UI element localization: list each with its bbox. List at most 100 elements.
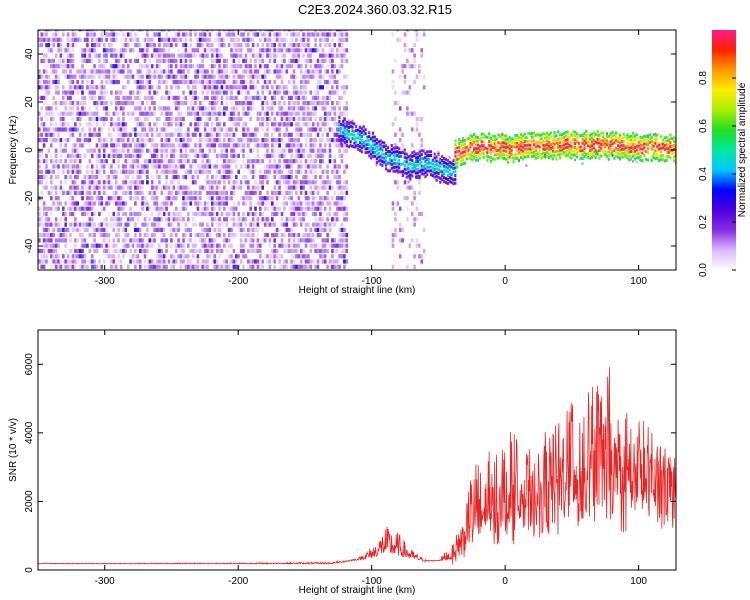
spectrogram-cell — [343, 217, 346, 222]
spectrogram-cell — [105, 243, 108, 248]
spectrogram-cell — [278, 43, 281, 48]
spectrogram-cell — [297, 64, 301, 69]
spectrogram-cell — [254, 143, 257, 148]
spectrogram-cell — [256, 227, 260, 232]
spectrogram-cell — [316, 233, 320, 238]
spectrogram-cell — [150, 43, 154, 48]
spectrogram-cell — [268, 58, 272, 63]
spectrogram-cell — [326, 111, 329, 116]
spectrogram-cell — [215, 79, 219, 85]
spectrogram-cell — [256, 264, 260, 269]
spectrogram-cell — [189, 132, 192, 137]
spectrogram-cell — [394, 217, 397, 222]
spectrogram-cell — [129, 30, 132, 32]
spectrogram-cell — [280, 116, 284, 122]
spectrogram-cell — [256, 243, 260, 248]
spectrogram-cell — [319, 227, 322, 232]
spectrogram-cell — [343, 211, 346, 217]
spectrogram-cell — [441, 174, 444, 178]
spectrogram-cell — [254, 58, 257, 63]
spectrogram-cell — [268, 164, 272, 169]
spectrogram-cell — [338, 101, 341, 106]
spectrogram-cell — [167, 201, 171, 206]
spectrogram-cell — [403, 43, 407, 48]
spectrogram-cell — [343, 125, 347, 129]
spectrogram-cell — [414, 175, 418, 179]
spectrogram-cell — [353, 122, 356, 126]
spectrogram-cell — [177, 53, 180, 58]
spectrogram-cell — [406, 164, 409, 169]
spectrogram-cell — [62, 122, 65, 127]
spectrogram-cell — [398, 147, 401, 151]
spectrogram-cell — [203, 32, 207, 37]
spectrogram-cell — [143, 85, 147, 90]
spectrogram-cell — [194, 30, 197, 32]
spectrogram-cell — [309, 58, 313, 63]
spectrogram-cell — [45, 159, 48, 164]
spectrogram-cell — [418, 132, 421, 137]
spectrogram-cell — [100, 143, 104, 148]
spectrogram-cell — [326, 201, 329, 206]
spectrogram-cell — [338, 64, 341, 69]
spectrogram-cell — [45, 185, 48, 190]
spectrogram-cell — [50, 116, 53, 122]
spectrogram-cell — [187, 227, 190, 232]
spectrogram-cell — [304, 222, 308, 227]
spectrogram-cell — [547, 156, 551, 160]
spectrogram-cell — [551, 141, 554, 145]
spectrogram-cell — [50, 122, 53, 127]
spectrogram-cell — [112, 190, 116, 195]
spectrogram-cell — [314, 227, 317, 232]
spectrogram-cell — [184, 101, 188, 106]
spectrogram-cell — [88, 69, 92, 74]
spectrogram-cell — [273, 222, 276, 227]
spectrogram-cell — [50, 180, 53, 185]
spectrogram-cell — [331, 185, 334, 190]
spectrogram-cell — [607, 134, 610, 138]
spectrogram-cell — [261, 159, 264, 164]
spectrogram-cell — [381, 163, 384, 167]
spectrogram-cell — [50, 138, 53, 143]
spectrogram-cell — [136, 159, 140, 164]
spectrogram-cell — [170, 264, 173, 269]
spectrogram-cell — [148, 30, 152, 32]
spectrogram-cell — [302, 101, 305, 106]
spectrogram-cell — [131, 153, 135, 158]
spectrogram-cell — [155, 254, 159, 259]
spectrogram-cell — [256, 143, 260, 148]
spectrogram-cell — [74, 143, 77, 148]
spectrogram-cell — [119, 264, 123, 269]
spectrogram-cell — [203, 206, 207, 211]
spectrogram-cell — [122, 164, 125, 169]
spectrogram-cell — [278, 180, 281, 185]
spectrogram-cell — [482, 143, 485, 147]
spectrogram-cell — [338, 254, 341, 259]
spectrogram-cell — [290, 190, 293, 195]
spectrogram-cell — [553, 131, 556, 135]
spectrogram-cell — [107, 69, 111, 74]
spectrogram-cell — [225, 64, 228, 69]
spectrogram-cell — [297, 153, 301, 158]
spectrogram-cell — [439, 176, 442, 180]
spectrogram-cell — [326, 32, 329, 37]
spectrogram-cell — [285, 122, 289, 127]
spectrogram-cell — [446, 174, 449, 178]
spectrogram-cell — [273, 43, 276, 48]
spectrogram-cell — [211, 58, 214, 63]
spectrogram-cell — [235, 48, 238, 53]
spectrogram-cell — [263, 64, 267, 69]
spectrogram-cell — [333, 259, 337, 264]
spectrogram-cell — [71, 127, 75, 132]
spectrogram-cell — [74, 43, 77, 48]
spectrogram-cell — [478, 149, 481, 152]
spectrogram-cell — [124, 48, 128, 53]
spectrogram-cell — [215, 85, 219, 90]
spectrogram-cell — [170, 148, 173, 153]
spectrogram-cell — [292, 259, 296, 264]
spectrogram-cell — [321, 32, 325, 37]
spectrogram-cell — [299, 164, 303, 169]
spectrogram-cell — [414, 167, 418, 171]
spectrogram-cell — [422, 172, 425, 176]
spectrogram-cell — [299, 185, 303, 190]
spectrogram-cell — [117, 238, 120, 243]
